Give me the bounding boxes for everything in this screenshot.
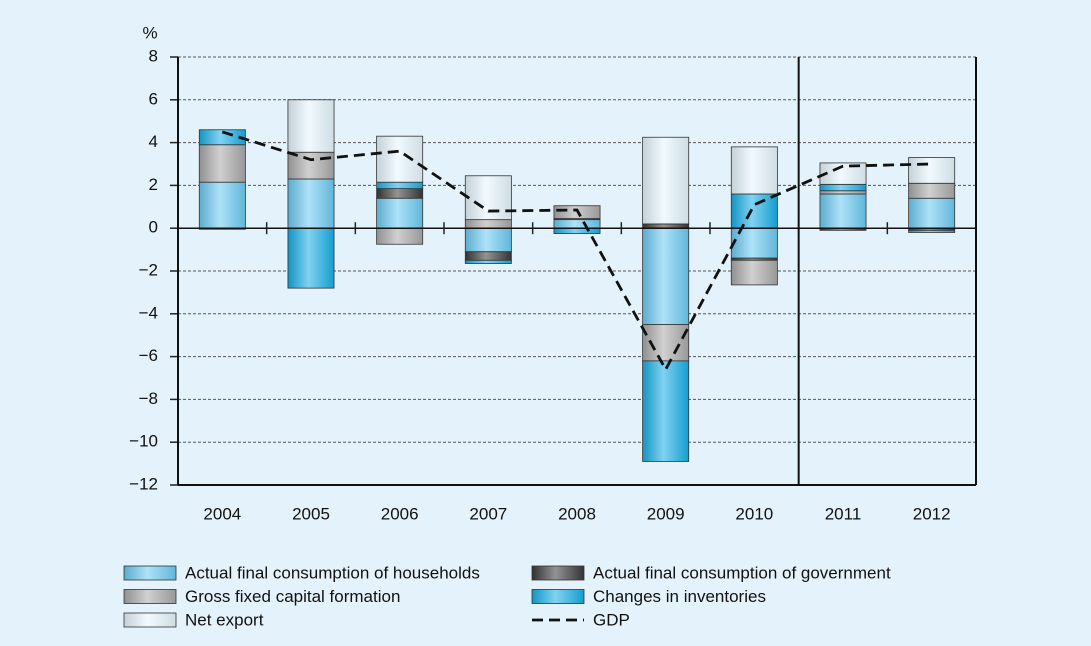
legend-swatch <box>531 565 585 581</box>
legend-swatch <box>123 565 177 581</box>
bar-segment <box>376 188 424 199</box>
bar-segment <box>553 219 601 229</box>
bar-segment <box>908 229 956 233</box>
bar-segment <box>287 227 335 289</box>
legend-swatch <box>531 589 585 604</box>
y-tick-label: −12 <box>129 474 158 493</box>
bar-segment <box>642 360 690 462</box>
y-tick-label: 8 <box>149 46 158 65</box>
bar-segment <box>376 227 424 245</box>
y-tick-label: 0 <box>149 218 158 237</box>
x-tick-label: 2010 <box>735 504 773 523</box>
x-tick-label: 2009 <box>647 504 685 523</box>
bar-segment <box>819 162 867 185</box>
legend-label: Changes in inventories <box>593 587 766 606</box>
bar-segment <box>819 183 867 192</box>
bar-segment <box>198 129 246 146</box>
bar-segment <box>464 219 512 229</box>
bar-segment <box>819 193 867 229</box>
bar-segment <box>819 190 867 195</box>
y-tick-label: 6 <box>149 89 158 108</box>
y-tick-label: −10 <box>129 432 158 451</box>
bar-segment <box>730 259 778 286</box>
y-tick-label: −2 <box>139 260 158 279</box>
x-tick-label: 2012 <box>913 504 951 523</box>
bar-segment <box>553 227 601 234</box>
bar-segment <box>464 259 512 264</box>
y-tick-label: −8 <box>139 389 158 408</box>
y-tick-label: 4 <box>149 132 158 151</box>
x-tick-label: 2006 <box>381 504 419 523</box>
bar-segment <box>464 227 512 253</box>
bar-segment <box>730 193 778 229</box>
legend-label: Actual final consumption of government <box>593 563 891 582</box>
y-tick-label: −4 <box>139 303 158 322</box>
bar-segment <box>464 175 512 221</box>
y-axis-label: % <box>142 23 157 42</box>
legend-swatch <box>123 589 177 604</box>
bar-segment <box>376 135 424 183</box>
bar-segment <box>908 182 956 199</box>
x-tick-label: 2011 <box>825 504 862 523</box>
legend-label: GDP <box>593 610 630 629</box>
bar-segment <box>642 227 690 325</box>
y-tick-label: −6 <box>139 346 158 365</box>
legend-label: Actual final consumption of households <box>185 563 480 582</box>
bar-segment <box>287 99 335 153</box>
x-tick-label: 2005 <box>292 504 330 523</box>
bar-segment <box>376 197 424 229</box>
bar-segment <box>287 151 335 180</box>
bar-segment <box>642 136 690 225</box>
legend-label: Net export <box>185 610 264 629</box>
x-tick-label: 2008 <box>558 504 596 523</box>
bar-segment <box>287 178 335 229</box>
bar-segment <box>730 146 778 195</box>
bar-segment <box>376 181 424 190</box>
bar-segment <box>908 157 956 184</box>
x-tick-label: 2004 <box>203 504 241 523</box>
legend-label: Gross fixed capital formation <box>185 587 400 606</box>
bar-segment <box>198 181 246 229</box>
bar-segment <box>198 144 246 183</box>
bar-segment <box>908 197 956 229</box>
gdp-line <box>221 130 932 373</box>
x-tick-label: 2007 <box>469 504 507 523</box>
y-tick-label: 2 <box>149 175 158 194</box>
bar-segment <box>464 251 512 261</box>
legend-swatch <box>123 612 177 628</box>
